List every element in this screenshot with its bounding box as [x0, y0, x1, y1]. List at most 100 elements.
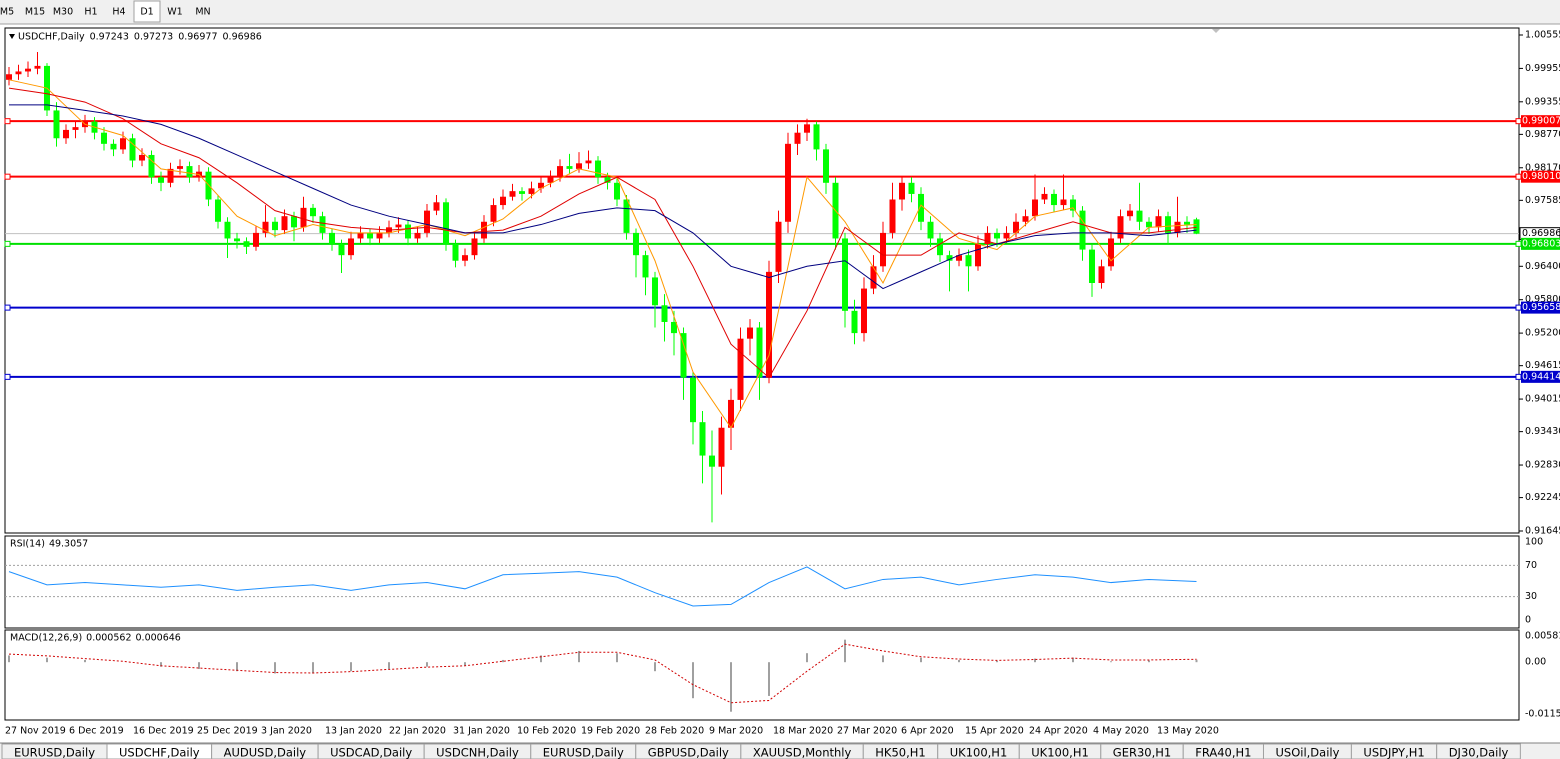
level-box — [1521, 237, 1560, 250]
candle-body — [110, 143, 117, 150]
level-box — [1521, 370, 1560, 383]
candle-body — [538, 182, 544, 189]
level-anchor — [1515, 304, 1522, 311]
candle-body — [908, 182, 915, 194]
candle-body — [870, 266, 877, 289]
candle-body — [1032, 199, 1038, 217]
candle-body — [357, 232, 364, 239]
candle-body — [737, 338, 744, 400]
candle-body — [1174, 221, 1181, 233]
candle-body — [319, 216, 326, 233]
candle-body — [1070, 199, 1076, 211]
toolbar-button[interactable]: D1 — [140, 7, 153, 18]
toolbar-button[interactable]: H1 — [84, 7, 97, 18]
toolbar-button[interactable]: MN — [195, 7, 210, 18]
candle-body — [975, 244, 981, 267]
candle-body — [804, 124, 810, 133]
x-tick-label: 19 Feb 2020 — [581, 726, 640, 737]
level-anchor — [4, 304, 11, 311]
candle-body — [177, 166, 183, 169]
tab-label[interactable]: USDJPY,H1 — [1363, 746, 1424, 759]
tab[interactable] — [1436, 743, 1521, 759]
candle-body — [329, 232, 335, 245]
tab-label[interactable]: HK50,H1 — [875, 746, 925, 759]
candle-body — [243, 241, 250, 247]
toolbar-button[interactable]: H4 — [112, 7, 125, 18]
candle-body — [405, 224, 411, 239]
tab-label[interactable]: UK100,H1 — [1031, 746, 1089, 759]
candle-body — [15, 71, 22, 75]
x-tick-label: 15 Apr 2020 — [965, 726, 1024, 737]
macd-pane — [4, 629, 1520, 721]
tab-label[interactable]: DJ30,Daily — [1449, 746, 1509, 759]
tab-label[interactable]: USDCHF,Daily — [119, 746, 200, 759]
candle-body — [652, 277, 658, 306]
tab-label[interactable]: EURUSD,Daily — [14, 746, 95, 759]
tab-label[interactable]: AUDUSD,Daily — [224, 746, 307, 759]
candle-body — [747, 327, 753, 339]
candle-body — [756, 327, 763, 378]
x-tick-label: 24 Apr 2020 — [1029, 726, 1088, 737]
candle-body — [1127, 210, 1133, 217]
y-tick-label: 0.99355 — [1525, 96, 1560, 107]
candle-body — [576, 163, 582, 169]
level-anchor — [1515, 240, 1522, 247]
candle-body — [234, 238, 240, 242]
level-anchor — [1515, 373, 1522, 380]
candle-body — [1013, 221, 1019, 233]
tab-label[interactable]: GBPUSD,Daily — [648, 746, 729, 759]
candle-body — [661, 305, 668, 322]
candle-body — [490, 205, 497, 222]
candle-body — [861, 288, 867, 334]
x-tick-label: 6 Apr 2020 — [901, 726, 954, 737]
tab-label[interactable]: FRA40,H1 — [1195, 746, 1251, 759]
candle-body — [424, 210, 430, 233]
tab-label[interactable]: UK100,H1 — [950, 746, 1008, 759]
candle-body — [72, 127, 79, 130]
toolbar-button-active[interactable] — [133, 0, 161, 23]
tab-label[interactable]: USDCNH,Daily — [436, 746, 519, 759]
candle-body — [53, 110, 60, 139]
ohlc-value: 0.97243 — [90, 32, 129, 43]
rsi-pane — [4, 535, 1520, 629]
toolbar-button[interactable]: M30 — [53, 7, 73, 18]
candle-body — [452, 244, 459, 261]
toolbar-button[interactable]: M15 — [25, 7, 45, 18]
candle-body — [1184, 221, 1190, 225]
shift-marker — [1212, 29, 1220, 33]
tab-label[interactable]: EURUSD,Daily — [543, 746, 624, 759]
level-label: 0.99007 — [1522, 116, 1560, 127]
candle-body — [1155, 216, 1162, 228]
x-tick-label: 10 Feb 2020 — [517, 726, 576, 737]
candle-body — [671, 321, 677, 334]
ohlc-value: 0.96977 — [178, 32, 217, 43]
candle-body — [272, 221, 278, 231]
tab-label[interactable]: USDCAD,Daily — [330, 746, 412, 759]
toolbar-button[interactable]: W1 — [167, 7, 182, 18]
candle-body — [129, 138, 136, 161]
tab-label[interactable]: USOil,Daily — [1275, 746, 1339, 759]
candle-body — [813, 124, 820, 150]
level-label: 0.98010 — [1522, 171, 1560, 182]
candle-body — [1108, 238, 1114, 267]
symbol-title: USDCHF,Daily — [18, 32, 85, 43]
level-anchor — [1515, 173, 1522, 180]
candle-body — [937, 238, 943, 256]
candle-body — [604, 177, 611, 183]
tab-label[interactable]: GER30,H1 — [1113, 746, 1171, 759]
candle-body — [595, 160, 601, 178]
candle-body — [566, 166, 573, 169]
x-tick-label: 27 Nov 2019 — [5, 726, 66, 737]
candle-body — [1041, 193, 1048, 200]
candle-body — [927, 221, 934, 239]
candle-body — [25, 68, 31, 72]
candle-body — [462, 255, 468, 261]
x-tick-label: 3 Jan 2020 — [261, 726, 312, 737]
tab-label[interactable]: XAUUSD,Monthly — [753, 746, 852, 759]
level-anchor — [4, 373, 11, 380]
toolbar-button[interactable]: M5 — [0, 7, 14, 18]
